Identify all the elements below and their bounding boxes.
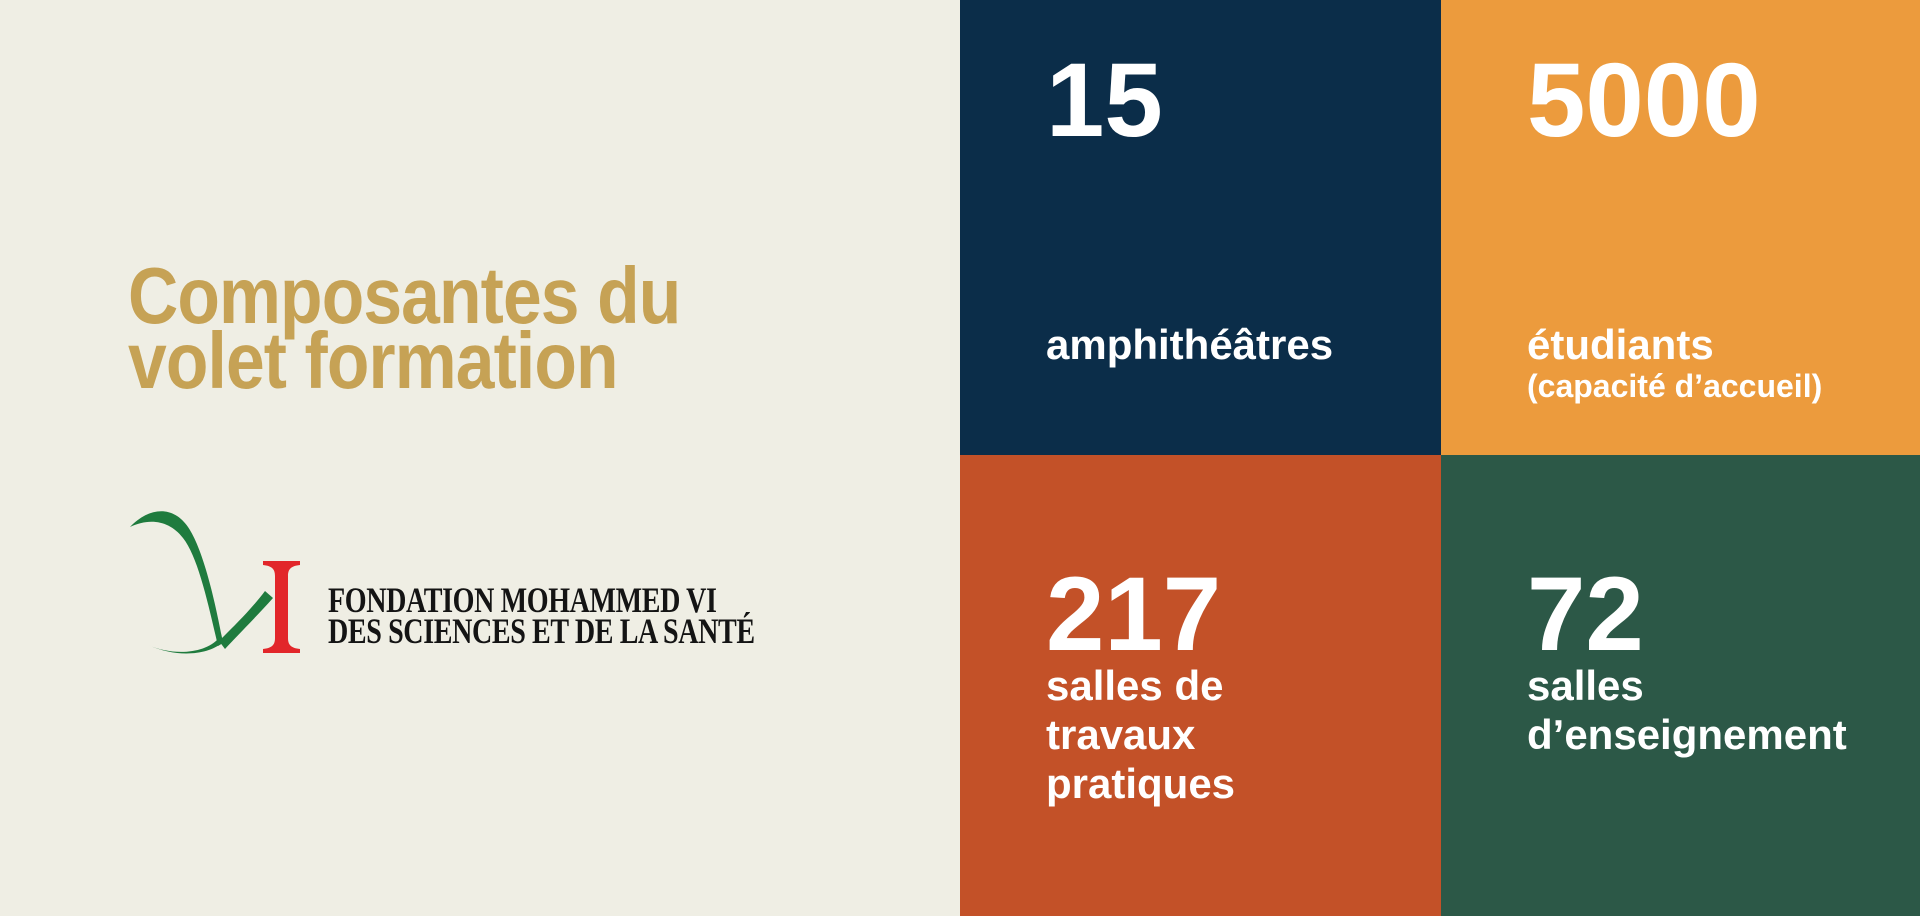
logo-green-arm — [219, 591, 273, 649]
page-title-line2: volet formation — [128, 316, 619, 405]
stat-sublabel-text: (capacité d’accueil) — [1527, 368, 1823, 404]
logo-red-i — [263, 561, 300, 653]
page-title: Composantes du volet formation — [128, 251, 681, 405]
page-title-line1: Composantes du — [128, 251, 681, 340]
stat-label-amphitheatres: amphithéâtres — [1046, 322, 1333, 368]
foundation-name: FONDATION MOHAMMED VI DES SCIENCES ET DE… — [328, 580, 755, 651]
stat-value-etudiants: 5000 — [1527, 42, 1761, 159]
stat-label-salles-tp: salles de travaux pratiques — [1046, 661, 1235, 808]
stat-value-amphitheatres: 15 — [1046, 42, 1163, 159]
stat-tile-salles-enseignement: 72 salles d’enseignement — [1441, 455, 1920, 916]
stat-label-text: amphithéâtres — [1046, 321, 1334, 368]
stat-tile-amphitheatres: 15 amphithéâtres — [960, 0, 1441, 455]
stat-label-line: travaux — [1046, 711, 1196, 758]
stat-label-line: pratiques — [1046, 760, 1236, 807]
foundation-monogram-icon — [130, 511, 300, 654]
stat-label-line: d’enseignement — [1527, 711, 1847, 758]
foundation-name-line1: FONDATION MOHAMMED VI — [328, 580, 717, 620]
stat-value-salles-enseignement: 72 — [1527, 556, 1644, 673]
stat-tile-etudiants: 5000 étudiants (capacité d’accueil) — [1441, 0, 1920, 455]
left-panel: Composantes du volet formation FONDATION… — [115, 251, 775, 675]
stat-label-etudiants: étudiants (capacité d’accueil) — [1527, 321, 1823, 405]
stat-label-salles-enseignement: salles d’enseignement — [1527, 661, 1847, 759]
stat-tile-salles-travaux-pratiques: 217 salles de travaux pratiques — [960, 455, 1441, 916]
stat-value-salles-tp: 217 — [1046, 556, 1222, 673]
stat-label-line: salles de — [1046, 662, 1224, 709]
foundation-name-line2: DES SCIENCES ET DE LA SANTÉ — [328, 611, 755, 651]
logo-green-hook — [148, 638, 222, 654]
stat-label-line: salles — [1527, 662, 1644, 709]
logo-green-arc — [130, 511, 223, 646]
foundation-logo: FONDATION MOHAMMED VI DES SCIENCES ET DE… — [115, 505, 775, 675]
stat-label-text: étudiants — [1527, 321, 1714, 368]
